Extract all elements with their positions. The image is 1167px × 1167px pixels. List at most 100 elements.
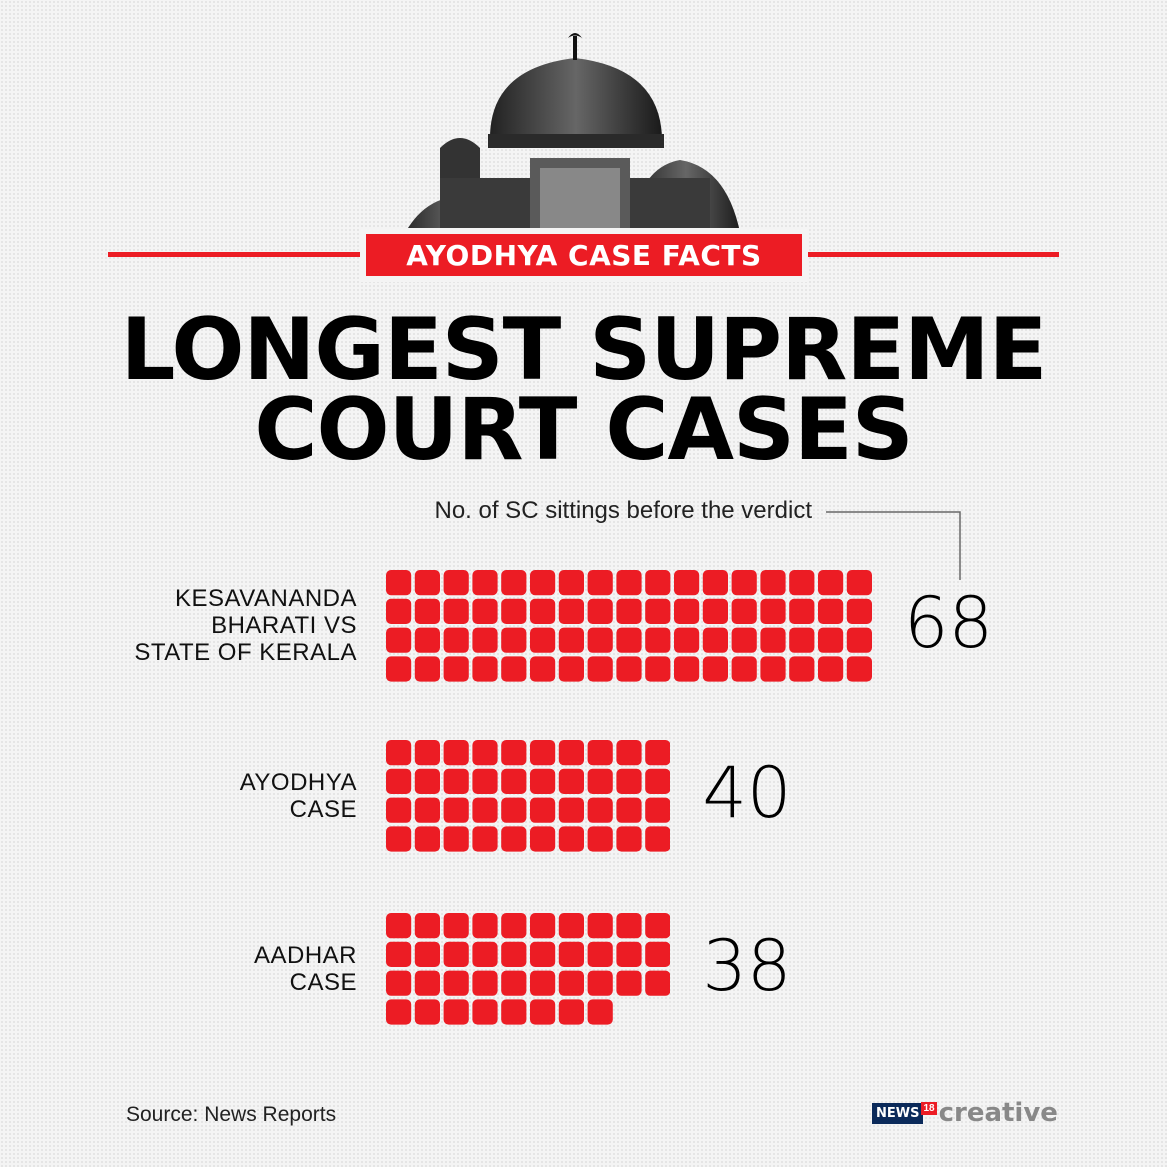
- waffle-square: [501, 768, 527, 794]
- waffle-square: [530, 999, 556, 1025]
- waffle-square: [443, 768, 469, 794]
- waffle-square: [616, 570, 642, 596]
- waffle-square: [443, 570, 469, 596]
- waffle-square: [414, 768, 440, 794]
- waffle-square: [558, 941, 584, 967]
- waffle-square: [731, 570, 757, 596]
- waffle-square: [616, 797, 642, 823]
- waffle-square: [645, 970, 671, 996]
- waffle-square: [443, 941, 469, 967]
- waffle-square: [472, 797, 498, 823]
- waffle-square: [846, 598, 872, 624]
- waffle-square: [789, 627, 815, 653]
- waffle-square: [558, 826, 584, 852]
- waffle-square: [386, 999, 412, 1025]
- waffle-square: [530, 627, 556, 653]
- waffle-square: [414, 826, 440, 852]
- row-label: KESAVANANDA BHARATI VS STATE OF KERALA: [134, 585, 357, 666]
- waffle-square: [587, 797, 613, 823]
- chart-subtitle: No. of SC sittings before the verdict: [434, 497, 812, 524]
- waffle-square: [587, 826, 613, 852]
- waffle-square: [501, 598, 527, 624]
- waffle-square: [501, 627, 527, 653]
- waffle-square: [645, 656, 671, 682]
- row-label-line: BHARATI VS: [211, 612, 357, 640]
- page-title-line-2: COURT CASES: [254, 380, 913, 480]
- waffle-square: [472, 941, 498, 967]
- waffle-square: [472, 768, 498, 794]
- waffle-square: [443, 627, 469, 653]
- waffle-square: [818, 570, 844, 596]
- waffle-square: [386, 598, 412, 624]
- waffle-grid: [386, 740, 671, 852]
- waffle-square: [616, 826, 642, 852]
- waffle-square: [530, 570, 556, 596]
- waffle-square: [414, 656, 440, 682]
- waffle-square: [587, 740, 613, 766]
- waffle-grid: [386, 913, 671, 1025]
- waffle-square: [530, 740, 556, 766]
- waffle-square: [386, 768, 412, 794]
- waffle-square: [846, 570, 872, 596]
- waffle-square: [530, 826, 556, 852]
- waffle-square: [587, 913, 613, 939]
- row-label-line: KESAVANANDA: [175, 585, 357, 613]
- waffle-square: [558, 570, 584, 596]
- waffle-square: [530, 656, 556, 682]
- waffle-square: [645, 598, 671, 624]
- waffle-square: [386, 913, 412, 939]
- waffle-square: [414, 740, 440, 766]
- waffle-square: [472, 999, 498, 1025]
- waffle-square: [846, 627, 872, 653]
- waffle-square: [386, 656, 412, 682]
- waffle-square: [472, 913, 498, 939]
- waffle-square: [501, 570, 527, 596]
- waffle-square: [414, 570, 440, 596]
- mosque-illustration: [400, 33, 742, 248]
- waffle-square: [414, 913, 440, 939]
- row-label-line: CASE: [289, 968, 357, 996]
- waffle-square: [443, 797, 469, 823]
- waffle-square: [645, 627, 671, 653]
- waffle-square: [501, 999, 527, 1025]
- waffle-square: [760, 598, 786, 624]
- waffle-square: [645, 740, 671, 766]
- waffle-square: [645, 941, 671, 967]
- row-label: AYODHYA CASE: [240, 769, 357, 823]
- waffle-square: [386, 570, 412, 596]
- waffle-square: [587, 656, 613, 682]
- waffle-square: [558, 797, 584, 823]
- waffle-square: [616, 970, 642, 996]
- waffle-square: [587, 768, 613, 794]
- waffle-square: [414, 627, 440, 653]
- waffle-square: [616, 656, 642, 682]
- waffle-square: [616, 913, 642, 939]
- waffle-square: [616, 768, 642, 794]
- waffle-square: [789, 598, 815, 624]
- waffle-square: [443, 913, 469, 939]
- waffle-square: [587, 941, 613, 967]
- waffle-square: [530, 970, 556, 996]
- waffle-square: [645, 826, 671, 852]
- waffle-square: [702, 598, 728, 624]
- waffle-square: [558, 627, 584, 653]
- news18-creative-logo: NEWS 18 creative: [872, 1098, 1058, 1128]
- waffle-square: [645, 768, 671, 794]
- waffle-square: [414, 797, 440, 823]
- waffle-square: [616, 627, 642, 653]
- waffle-square: [645, 570, 671, 596]
- waffle-square: [386, 970, 412, 996]
- waffle-square: [501, 740, 527, 766]
- waffle-square: [616, 941, 642, 967]
- waffle-square: [386, 627, 412, 653]
- waffle-square: [472, 826, 498, 852]
- waffle-square: [530, 598, 556, 624]
- waffle-square: [501, 826, 527, 852]
- waffle-square: [587, 970, 613, 996]
- row-label: AADHAR CASE: [254, 942, 357, 996]
- waffle-square: [818, 627, 844, 653]
- waffle-square: [530, 913, 556, 939]
- waffle-square: [702, 656, 728, 682]
- source-note: Source: News Reports: [126, 1103, 337, 1126]
- waffle-square: [443, 970, 469, 996]
